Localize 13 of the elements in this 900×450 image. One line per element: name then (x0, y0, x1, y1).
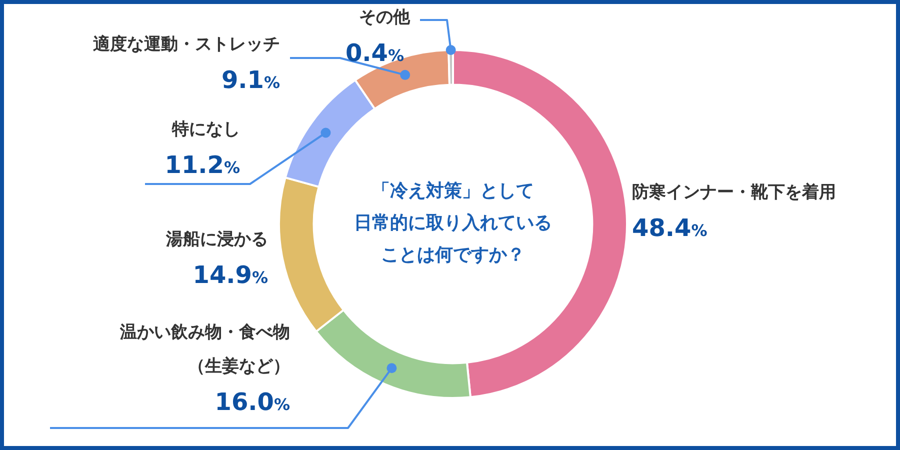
slice-label: 特になし (171, 119, 240, 140)
slice-label: 適度な運動・ストレッチ (93, 34, 280, 54)
data-label: 0.4% (345, 39, 404, 68)
data-label: 11.2% (164, 151, 240, 180)
slice-label: 湯船に浸かる (165, 229, 268, 250)
text: 「冷え対策」として日常的に取り入れていることは何ですか？ (354, 180, 552, 266)
slice-label: その他 (359, 7, 411, 28)
slice-label: 防寒インナー・靴下を着用 (632, 182, 836, 202)
slice-label: 温かい飲み物・食べ物（生姜など） (119, 322, 290, 376)
data-label: 14.9% (192, 261, 268, 290)
data-label: 48.4% (632, 214, 708, 242)
data-label: 9.1% (221, 66, 280, 94)
data-label: 16.0% (214, 388, 290, 416)
